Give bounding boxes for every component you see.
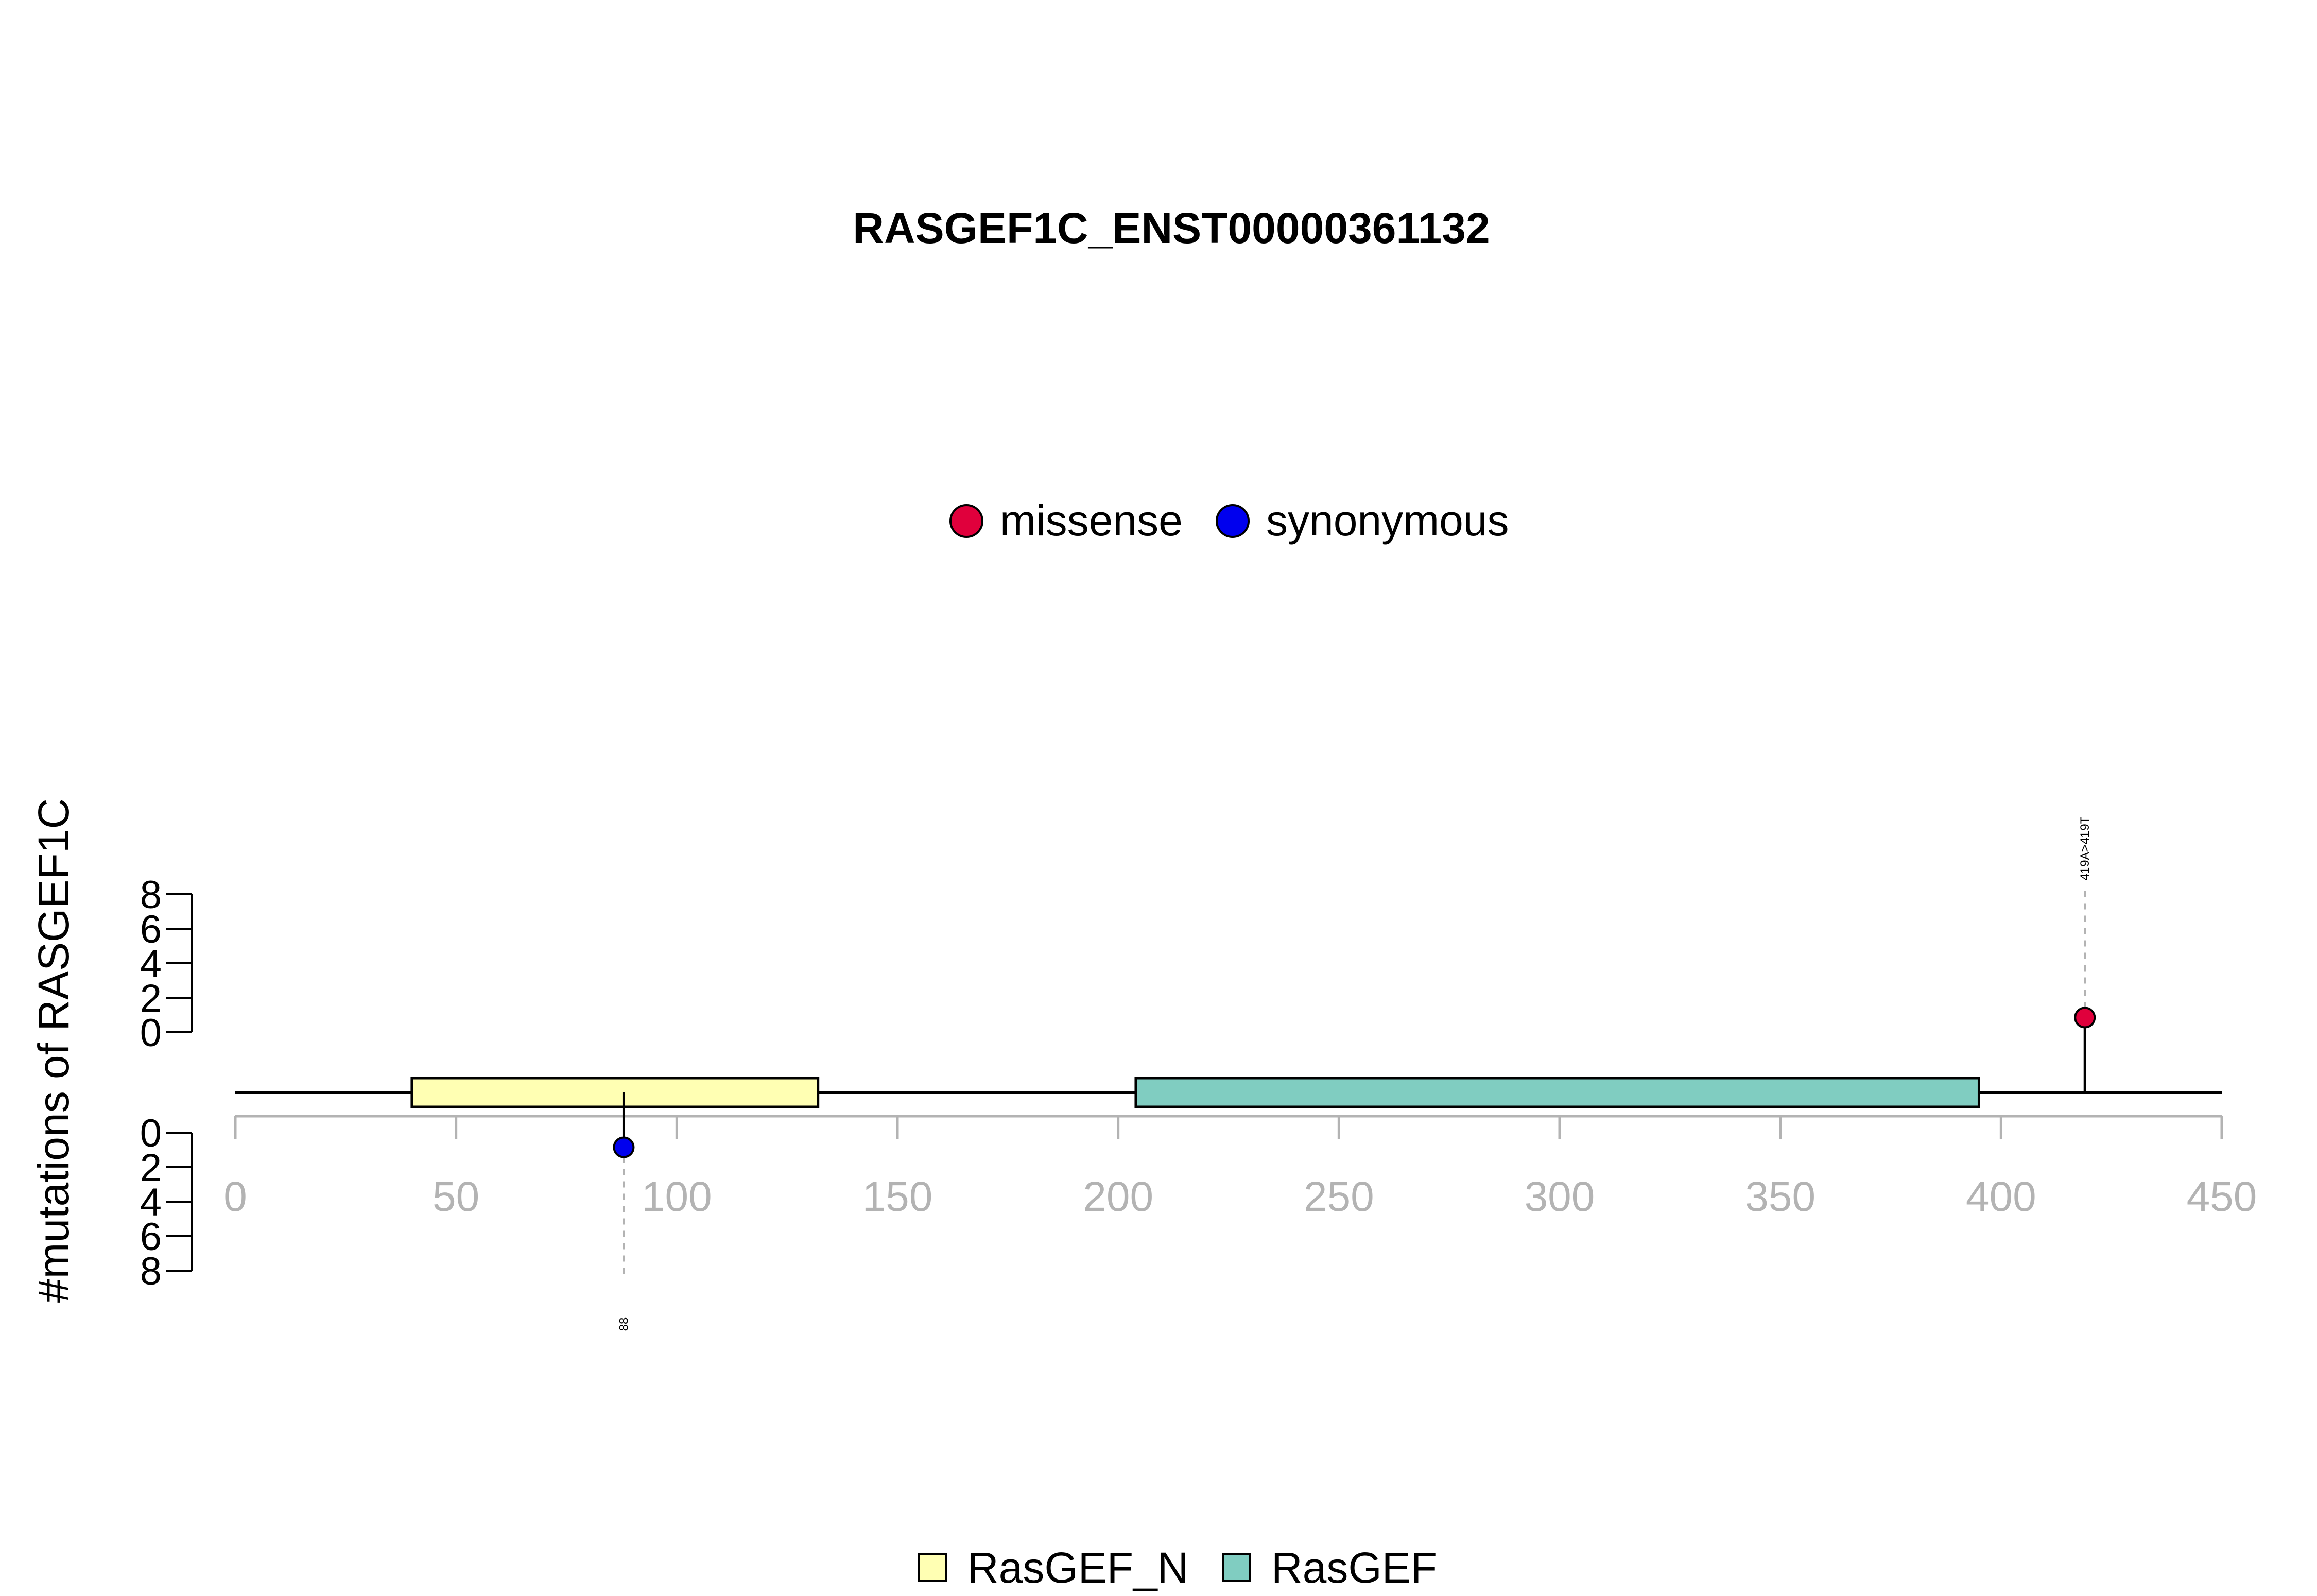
- mutation-label: 88: [617, 1317, 631, 1331]
- top-y-tick-label: 2: [140, 977, 162, 1020]
- top-y-tick-label: 0: [140, 1011, 162, 1055]
- bottom-y-tick-label: 0: [140, 1112, 162, 1155]
- legend-label-missense: missense: [1000, 496, 1183, 545]
- legend-label-synonymous: synonymous: [1266, 496, 1509, 545]
- bottom-y-tick-label: 4: [140, 1181, 162, 1224]
- mutation-layer: 88 419A>419T: [613, 816, 2096, 1331]
- legend-marker-synonymous: [1216, 504, 1250, 538]
- mutation-legend: missense synonymous: [949, 496, 1509, 545]
- chart-title: RASGEF1C_ENST00000361132: [853, 204, 1490, 252]
- legend-swatch-rasgef-n: [918, 1553, 947, 1582]
- mutation-point-missense: [2074, 1007, 2096, 1029]
- x-tick-label: 100: [642, 1173, 712, 1220]
- top-y-tick-label: 8: [140, 873, 162, 917]
- domain-layer: [410, 1077, 1980, 1108]
- x-tick-label: 400: [1966, 1173, 2036, 1220]
- top-y-tick-label: 4: [140, 942, 162, 986]
- mutation-point-synonymous: [613, 1136, 635, 1158]
- x-axis: 0 50 100 150 200 250 300 350 400 450: [223, 1115, 2257, 1220]
- x-tick-label: 350: [1745, 1173, 1815, 1220]
- y-axis-title: #mutations of RASGEF1C: [29, 798, 78, 1303]
- mutation-label: 419A>419T: [2078, 816, 2092, 880]
- x-tick-label: 450: [2187, 1173, 2257, 1220]
- domain-rasgef: [1134, 1077, 1980, 1108]
- x-tick-label: 200: [1083, 1173, 1153, 1220]
- bottom-y-tick-label: 2: [140, 1146, 162, 1190]
- x-tick-label: 50: [433, 1173, 479, 1220]
- x-tick-label: 150: [862, 1173, 933, 1220]
- legend-swatch-rasgef: [1222, 1553, 1251, 1582]
- legend-label-rasgef: RasGEF: [1271, 1543, 1437, 1592]
- x-tick-label: 300: [1525, 1173, 1595, 1220]
- x-tick-label: 0: [223, 1173, 247, 1220]
- bottom-y-tick-label: 8: [140, 1250, 162, 1293]
- domain-rasgef-n: [410, 1077, 820, 1108]
- legend-label-rasgef-n: RasGEF_N: [967, 1543, 1188, 1592]
- legend-marker-missense: [949, 504, 983, 538]
- bottom-y-tick-label: 6: [140, 1215, 162, 1259]
- x-tick-label: 250: [1304, 1173, 1374, 1220]
- top-y-tick-label: 6: [140, 908, 162, 951]
- domain-legend: RasGEF_N RasGEF: [918, 1543, 1437, 1592]
